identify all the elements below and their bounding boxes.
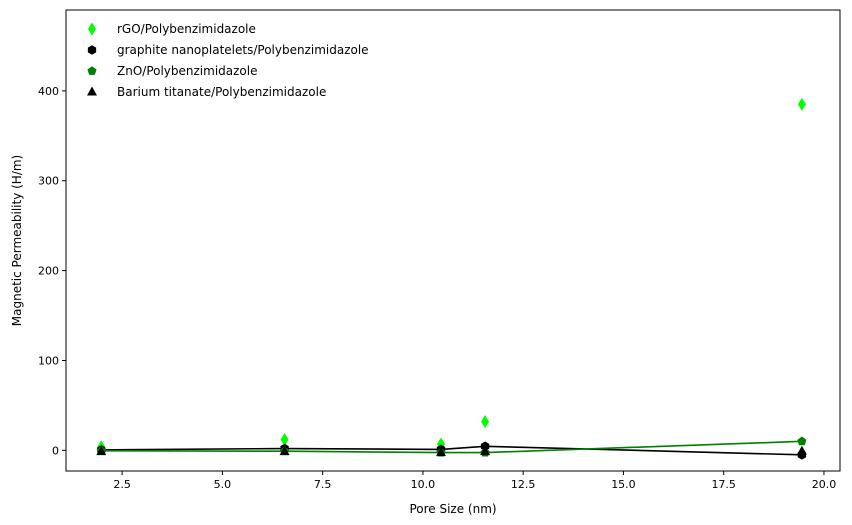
- y-tick-label: 300: [38, 175, 59, 188]
- legend-marker-1: [87, 45, 97, 55]
- legend-label-0: rGO/Polybenzimidazole: [117, 22, 256, 36]
- plot-frame: [65, 9, 841, 472]
- x-axis-label: Pore Size (nm): [409, 502, 496, 516]
- legend-marker-3: [87, 86, 97, 96]
- y-tick-label: 200: [38, 265, 59, 278]
- y-tick-label: 400: [38, 85, 59, 98]
- data-point-3-0: [96, 446, 107, 456]
- legend-marker-0: [88, 22, 96, 36]
- x-tick-label: 2.5: [113, 478, 131, 491]
- data-point-3-3: [480, 446, 491, 456]
- x-axis: 2.5 5.0 7.5 10.0 12.5 15.0 17.5 20.0: [113, 471, 836, 491]
- data-point-3-2: [435, 447, 446, 457]
- x-tick-label: 17.5: [711, 478, 736, 491]
- legend: rGO/Polybenzimidazole graphite nanoplatel…: [87, 22, 369, 99]
- data-point-0-4: [797, 97, 806, 111]
- legend-label-1: graphite nanoplatelets/Polybenzimidazole: [117, 43, 369, 57]
- y-tick-label: 0: [52, 444, 59, 457]
- x-tick-label: 5.0: [214, 478, 232, 491]
- legend-label-3: Barium titanate/Polybenzimidazole: [117, 85, 326, 99]
- x-tick-label: 7.5: [314, 478, 332, 491]
- legend-marker-2: [87, 66, 97, 75]
- x-tick-label: 20.0: [812, 478, 837, 491]
- data-markers: [96, 97, 807, 460]
- data-point-0-3: [481, 415, 490, 429]
- x-tick-label: 10.0: [411, 478, 436, 491]
- data-point-3-1: [279, 446, 290, 456]
- y-axis: 0 100 200 300 400: [38, 85, 66, 457]
- legend-label-2: ZnO/Polybenzimidazole: [117, 64, 258, 78]
- plot-area: [66, 10, 840, 471]
- y-tick-label: 100: [38, 354, 59, 367]
- data-point-3-4: [796, 445, 807, 455]
- x-tick-label: 12.5: [511, 478, 536, 491]
- data-point-0-1: [280, 433, 289, 447]
- data-point-2-4: [797, 436, 807, 446]
- x-tick-label: 15.0: [611, 478, 636, 491]
- y-axis-label: Magnetic Permeability (H/m): [10, 155, 24, 326]
